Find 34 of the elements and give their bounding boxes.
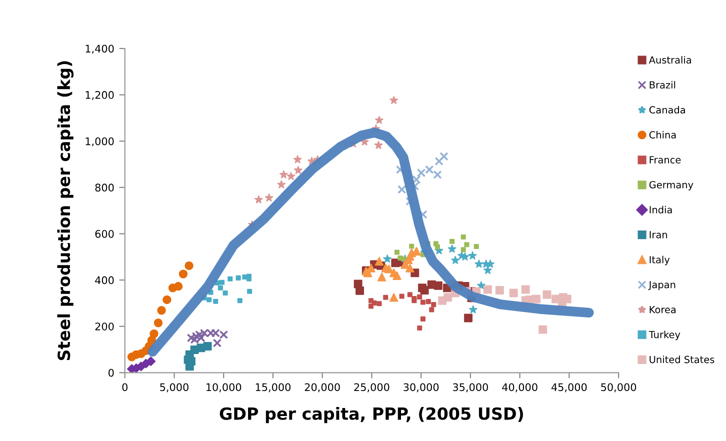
legend-label: France bbox=[650, 156, 681, 164]
x-tick-label: 40,000 bbox=[502, 383, 538, 392]
y-tick-label: 1,200 bbox=[86, 91, 114, 100]
legend-label: Japan bbox=[648, 281, 676, 290]
legend-label: Canada bbox=[649, 106, 685, 114]
legend-label: Brazil bbox=[650, 81, 676, 89]
legend-label: Korea bbox=[650, 306, 676, 314]
legend-label: Iran bbox=[650, 231, 667, 238]
y-tick-label: 600 bbox=[95, 230, 114, 238]
x-tick-label: 0 bbox=[122, 383, 128, 392]
x-tick-label: 20,000 bbox=[304, 383, 340, 392]
legend-label: Turkey bbox=[648, 330, 680, 340]
x-tick-label: 25,000 bbox=[354, 383, 390, 392]
x-tick-label: 5,000 bbox=[160, 383, 188, 392]
legend-label: India bbox=[650, 206, 672, 214]
x-tick-label: 15,000 bbox=[256, 383, 291, 392]
y-tick-label: 0 bbox=[108, 368, 114, 377]
y-tick-label: 800 bbox=[95, 184, 114, 192]
legend-label: United States bbox=[650, 356, 714, 364]
y-tick-label: 400 bbox=[95, 276, 114, 284]
y-tick-label: 1,000 bbox=[86, 137, 114, 146]
y-axis-title: Steel production per capita (kg) bbox=[57, 61, 74, 360]
x-tick-label: 30,000 bbox=[404, 383, 439, 392]
y-tick-label: 200 bbox=[95, 322, 114, 330]
legend-label: China bbox=[649, 130, 676, 139]
legend-label: Germany bbox=[649, 181, 694, 190]
legend-label: Australia bbox=[648, 56, 691, 64]
x-tick-label: 45,000 bbox=[551, 383, 587, 392]
x-tick-label: 10,000 bbox=[206, 383, 242, 392]
x-axis-title: GDP per capita, PPP, (2005 USD) bbox=[220, 407, 523, 424]
x-tick-label: 35,000 bbox=[453, 383, 488, 392]
y-tick-label: 1,400 bbox=[86, 44, 114, 54]
x-tick-label: 50,000 bbox=[601, 383, 636, 392]
legend-label: Italy bbox=[650, 256, 670, 266]
